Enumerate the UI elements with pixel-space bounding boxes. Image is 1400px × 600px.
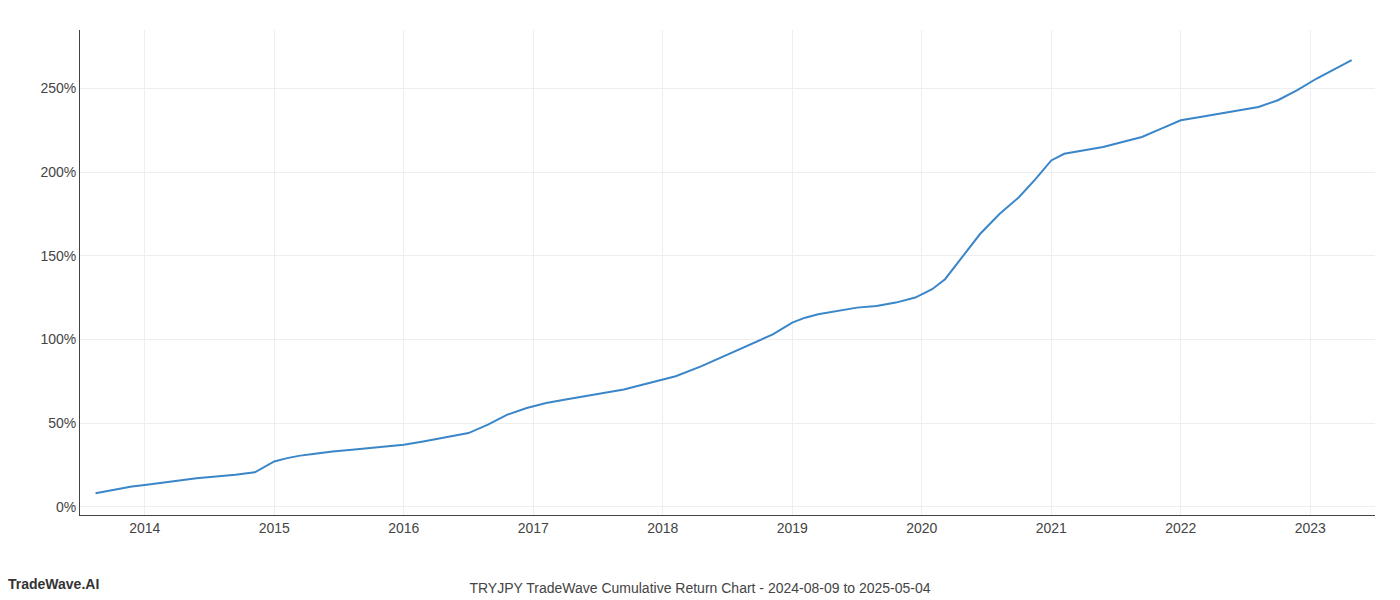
svg-text:150%: 150% <box>40 248 76 264</box>
svg-text:50%: 50% <box>48 415 76 431</box>
svg-text:2023: 2023 <box>1295 520 1326 536</box>
svg-text:2016: 2016 <box>388 520 419 536</box>
svg-text:100%: 100% <box>40 331 76 347</box>
svg-text:2017: 2017 <box>518 520 549 536</box>
svg-text:2015: 2015 <box>259 520 290 536</box>
svg-text:2020: 2020 <box>906 520 937 536</box>
svg-text:TradeWave.AI: TradeWave.AI <box>8 576 99 592</box>
svg-text:2014: 2014 <box>129 520 160 536</box>
svg-text:2018: 2018 <box>647 520 678 536</box>
svg-text:0%: 0% <box>56 499 76 515</box>
svg-text:2019: 2019 <box>777 520 808 536</box>
svg-text:TRYJPY TradeWave Cumulative Re: TRYJPY TradeWave Cumulative Return Chart… <box>469 580 930 596</box>
svg-text:200%: 200% <box>40 164 76 180</box>
svg-text:2022: 2022 <box>1165 520 1196 536</box>
svg-text:2021: 2021 <box>1036 520 1067 536</box>
svg-text:250%: 250% <box>40 80 76 96</box>
